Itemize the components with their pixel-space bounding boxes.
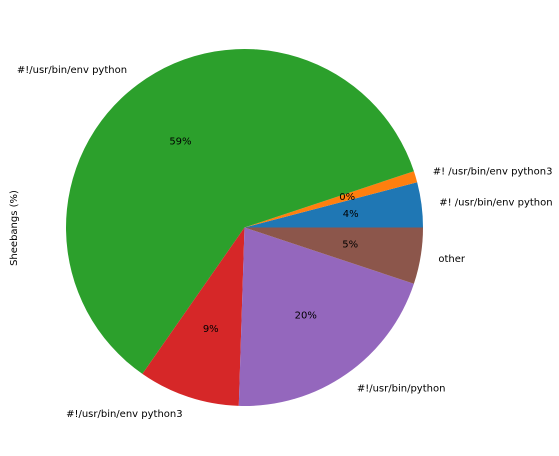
pie-slice-2 [66, 49, 414, 374]
pie-slice-4 [238, 227, 414, 407]
pie-percent-label-4: 20% [295, 310, 317, 321]
pie-slice-5 [244, 227, 423, 284]
pie-category-label-4: #!/usr/bin/python [357, 384, 446, 395]
pie-slices [66, 49, 423, 407]
y-axis-label: Sheebangs (%) [9, 190, 20, 266]
pie-percent-label-5: 5% [342, 240, 358, 251]
pie-labels: 4% #! /usr/bin/env python 0% #! /usr/bin/en… [17, 65, 553, 420]
pie-percent-label-2: 59% [169, 137, 191, 148]
pie-slice-3 [142, 227, 245, 406]
pie-percent-label-0: 4% [343, 209, 359, 220]
pie-category-label-5: other [438, 254, 466, 265]
pie-slice-1 [244, 171, 418, 228]
pie-percent-label-1: 0% [339, 192, 355, 203]
pie-category-label-0: #! /usr/bin/env python [439, 197, 552, 208]
pie-category-label-2: #!/usr/bin/env python [17, 65, 127, 76]
pie-slice-0 [244, 182, 423, 228]
pie-percent-label-3: 9% [203, 324, 219, 335]
pie-category-label-3: #!/usr/bin/env python3 [66, 409, 183, 420]
pie-category-label-1: #! /usr/bin/env python3 [433, 167, 553, 178]
